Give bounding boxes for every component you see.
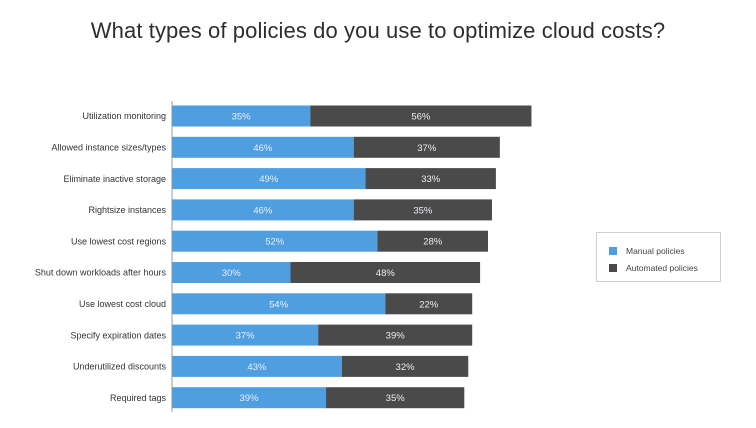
category-label: Underutilized discounts <box>73 362 167 372</box>
bar-value-label-manual: 43% <box>247 362 267 373</box>
category-label: Eliminate inactive storage <box>63 174 166 184</box>
bar-value-label-automated: 35% <box>386 393 406 404</box>
category-label: Use lowest cost cloud <box>79 299 166 309</box>
bars <box>172 106 531 409</box>
bar-value-label-manual: 54% <box>269 299 289 310</box>
category-labels: Utilization monitoring Allowed instance s… <box>35 111 167 403</box>
bar-value-label-automated: 56% <box>411 112 431 123</box>
bar-value-label-manual: 39% <box>240 393 260 404</box>
legend-swatch-automated <box>609 264 617 272</box>
legend-item-automated: Automated policies <box>609 260 720 275</box>
category-label: Allowed instance sizes/types <box>51 143 166 153</box>
bar-value-label-manual: 46% <box>253 205 273 216</box>
category-label: Rightsize instances <box>88 205 166 215</box>
bar-value-label-manual: 30% <box>222 268 242 279</box>
bar-value-label-automated: 39% <box>386 331 406 342</box>
legend: Manual policies Automated policies <box>596 232 721 282</box>
bar-value-label-automated: 48% <box>376 268 396 279</box>
legend-item-manual: Manual policies <box>609 243 720 258</box>
legend-label-manual: Manual policies <box>626 246 685 256</box>
category-label: Specify expiration dates <box>70 330 166 340</box>
bar-value-label-manual: 49% <box>259 174 279 185</box>
category-label: Required tags <box>110 393 167 403</box>
bar-value-label-manual: 35% <box>232 112 252 123</box>
bar-value-label-automated: 32% <box>396 362 416 373</box>
legend-label-automated: Automated policies <box>626 263 698 273</box>
bar-value-label-automated: 37% <box>417 143 437 154</box>
category-label: Shut down workloads after hours <box>35 268 167 278</box>
bar-value-label-manual: 46% <box>253 143 273 154</box>
bar-value-label-automated: 22% <box>419 299 439 310</box>
bar-value-label-manual: 37% <box>236 331 256 342</box>
legend-swatch-manual <box>609 247 617 255</box>
bar-value-label-automated: 28% <box>423 237 443 248</box>
category-label: Use lowest cost regions <box>71 236 167 246</box>
category-label: Utilization monitoring <box>82 111 166 121</box>
stacked-bar-chart: Utilization monitoring Allowed instance s… <box>0 0 756 428</box>
bar-value-label-manual: 52% <box>265 237 285 248</box>
bar-value-label-automated: 33% <box>421 174 441 185</box>
bar-value-label-automated: 35% <box>413 205 433 216</box>
